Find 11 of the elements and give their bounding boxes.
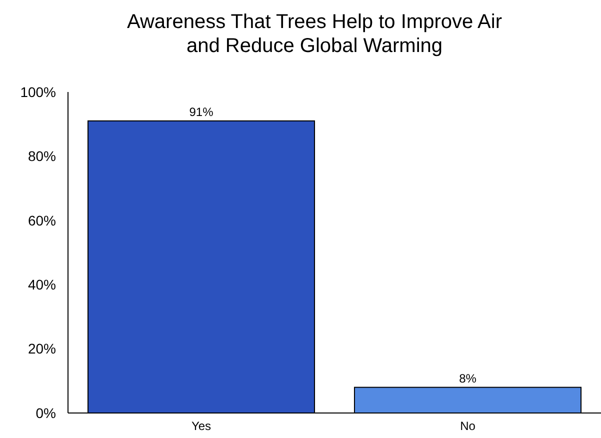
y-tick-label: 80%: [28, 148, 56, 164]
y-tick-label: 20%: [28, 340, 56, 357]
x-tick-label: No: [460, 419, 476, 433]
y-tick-label: 0%: [36, 404, 56, 421]
data-label: 91%: [189, 104, 214, 119]
y-tick-label: 40%: [28, 276, 56, 292]
y-tick-label: 100%: [20, 84, 56, 100]
chart-title: Awareness That Trees Help to Improve Air and Reduce Global Warming: [127, 11, 502, 57]
data-label: 8%: [459, 371, 477, 386]
y-tick-label: 60%: [28, 212, 56, 228]
x-tick-label: Yes: [191, 419, 212, 433]
